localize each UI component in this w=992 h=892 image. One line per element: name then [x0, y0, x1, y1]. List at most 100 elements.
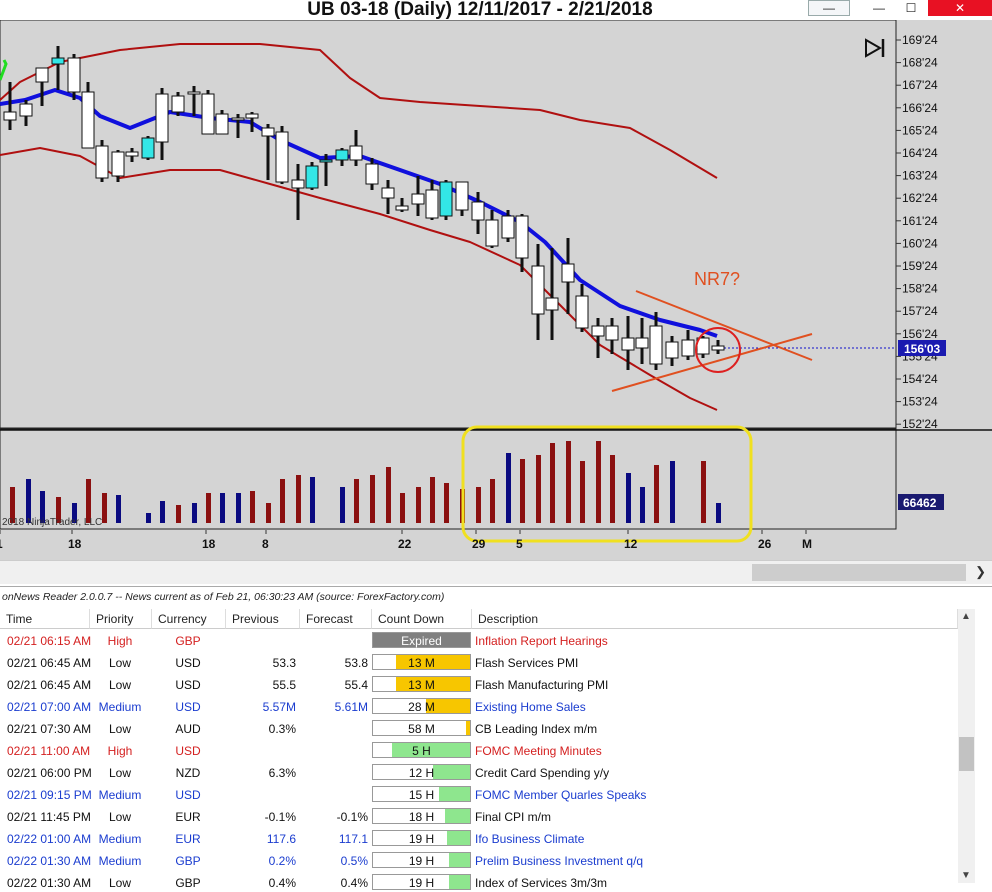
news-row[interactable]: 02/22 01:00 AM Medium EUR 117.6 117.1 19 H Ifo… — [0, 828, 958, 850]
news-row[interactable]: 02/22 01:30 AM Low GBP 0.4% 0.4% 19 H Index of… — [0, 872, 958, 892]
countdown-bar: 13 M — [372, 654, 471, 670]
date-label: 22 — [398, 537, 412, 551]
news-row[interactable]: 02/21 07:30 AM Low AUD 0.3% 58 M CB Leading I… — [0, 718, 958, 740]
event-description: Credit Card Spending y/y — [475, 766, 610, 780]
event-priority: Low — [108, 722, 131, 736]
col-countdown[interactable]: Count Down — [372, 609, 472, 629]
countdown-label: 28 M — [408, 700, 435, 714]
countdown-fill — [373, 633, 470, 647]
price-label: 166'24 — [902, 101, 938, 115]
volume-bar — [654, 465, 659, 523]
volume-bar — [40, 491, 45, 523]
news-row[interactable]: 02/21 11:45 PM Low EUR -0.1% -0.1% 18 H Final … — [0, 806, 958, 828]
news-scrollbar[interactable]: ▲ ▼ — [958, 609, 975, 883]
minimize-button[interactable]: — — [862, 0, 896, 16]
countdown-fill — [448, 853, 470, 867]
volume-bar — [640, 487, 645, 523]
candle-body — [201, 93, 215, 135]
countdown-bar: 5 H — [372, 742, 471, 758]
volume-bar — [354, 479, 359, 523]
volume-bar — [146, 513, 151, 523]
event-currency: EUR — [175, 832, 201, 846]
countdown-label: 5 H — [412, 744, 431, 758]
price-label: 167'24 — [902, 78, 938, 92]
chart-scrollbar[interactable]: ❯ — [0, 560, 992, 584]
volume-bar — [520, 459, 525, 523]
date-label: 12 — [624, 537, 638, 551]
news-scrollbar-thumb[interactable] — [959, 737, 974, 771]
news-row[interactable]: 02/21 07:00 AM Medium USD 5.57M 5.61M 28 M Exi… — [0, 696, 958, 718]
date-label: 18 — [68, 537, 82, 551]
event-priority: Medium — [98, 700, 142, 714]
news-row[interactable]: 02/22 01:30 AM Medium GBP 0.2% 0.5% 19 H Preli… — [0, 850, 958, 872]
candle-body — [67, 57, 81, 93]
col-currency[interactable]: Currency — [152, 609, 226, 629]
event-priority: High — [107, 634, 133, 648]
candle-body — [171, 95, 185, 113]
copyright-label: 2018 NinjaTrader, LLC — [2, 517, 102, 528]
col-priority[interactable]: Priority — [90, 609, 152, 629]
current-price-label: 156'03 — [904, 342, 941, 356]
candle-body — [439, 181, 453, 217]
event-time: 02/21 06:45 AM — [7, 678, 92, 692]
event-time: 02/21 06:00 PM — [7, 766, 92, 780]
candle-body — [319, 159, 333, 163]
volume-bar — [596, 441, 601, 523]
scroll-up-icon[interactable]: ▲ — [961, 611, 971, 622]
news-row[interactable]: 02/21 06:45 AM Low USD 53.3 53.8 13 M Flash Se… — [0, 652, 958, 674]
event-currency: USD — [175, 700, 201, 714]
volume-bar — [444, 483, 449, 523]
news-row[interactable]: 02/21 06:45 AM Low USD 55.5 55.4 13 M Flash Ma… — [0, 674, 958, 696]
volume-bar — [370, 475, 375, 523]
countdown-label: 19 H — [408, 854, 435, 868]
volume-bar — [566, 441, 571, 523]
event-currency: USD — [175, 678, 201, 692]
col-time[interactable]: Time — [0, 609, 90, 629]
candle-body — [215, 113, 229, 135]
countdown-bar: 19 H — [372, 852, 471, 868]
candle-body — [515, 215, 529, 259]
candle-body — [485, 219, 499, 247]
chart-canvas[interactable]: 169'24 168'24 167'24 166'24 165'24 164'24 163'… — [0, 20, 992, 560]
price-chart[interactable]: 169'24 168'24 167'24 166'24 165'24 164'24 163'… — [0, 20, 992, 560]
candle-body — [591, 325, 605, 337]
event-forecast: 117.1 — [338, 832, 368, 846]
scrollbar-thumb[interactable] — [752, 564, 966, 581]
countdown-fill — [396, 677, 470, 691]
volume-bar — [340, 487, 345, 523]
event-priority: Medium — [98, 854, 142, 868]
restore-button[interactable]: — — [808, 0, 850, 16]
news-row[interactable]: 02/21 06:15 AM High GBP Expired Inflation Re… — [0, 630, 958, 652]
candle-body — [531, 265, 545, 315]
event-currency: USD — [175, 656, 201, 670]
scroll-right-icon[interactable]: ❯ — [975, 564, 986, 579]
candle-body — [501, 215, 515, 239]
event-time: 02/21 06:45 AM — [7, 656, 92, 670]
event-description: Flash Manufacturing PMI — [475, 678, 609, 692]
countdown-label: 15 H — [408, 788, 435, 802]
event-previous: 0.2% — [268, 854, 296, 868]
col-forecast[interactable]: Forecast — [300, 609, 372, 629]
candle-body — [141, 137, 155, 159]
news-row[interactable]: 02/21 09:15 PM Medium USD 15 H FOMC Member Q… — [0, 784, 958, 806]
event-forecast: 53.8 — [344, 656, 368, 670]
col-previous[interactable]: Previous — [226, 609, 300, 629]
col-description[interactable]: Description — [472, 609, 958, 629]
triangle-upper-line — [635, 290, 813, 361]
volume-value-label: 66462 — [903, 496, 937, 510]
scroll-down-icon[interactable]: ▼ — [961, 870, 971, 881]
maximize-button[interactable]: ☐ — [896, 0, 926, 16]
event-forecast: 0.4% — [340, 876, 368, 890]
candle-body — [245, 113, 259, 119]
price-label: 165'24 — [902, 123, 938, 137]
event-previous: 6.3% — [268, 766, 296, 780]
news-row[interactable]: 02/21 11:00 AM High USD 5 H FOMC Meeting Min… — [0, 740, 958, 762]
price-label: 158'24 — [902, 282, 938, 296]
event-previous: 117.6 — [266, 832, 296, 846]
event-previous: 55.5 — [272, 678, 296, 692]
event-currency: AUD — [175, 722, 201, 736]
news-row[interactable]: 02/21 06:00 PM Low NZD 6.3% 12 H Credit Card … — [0, 762, 958, 784]
chart-title: UB 03-18 (Daily) 12/11/2017 - 2/21/2018 — [307, 0, 653, 20]
close-button[interactable]: ✕ — [928, 0, 992, 16]
